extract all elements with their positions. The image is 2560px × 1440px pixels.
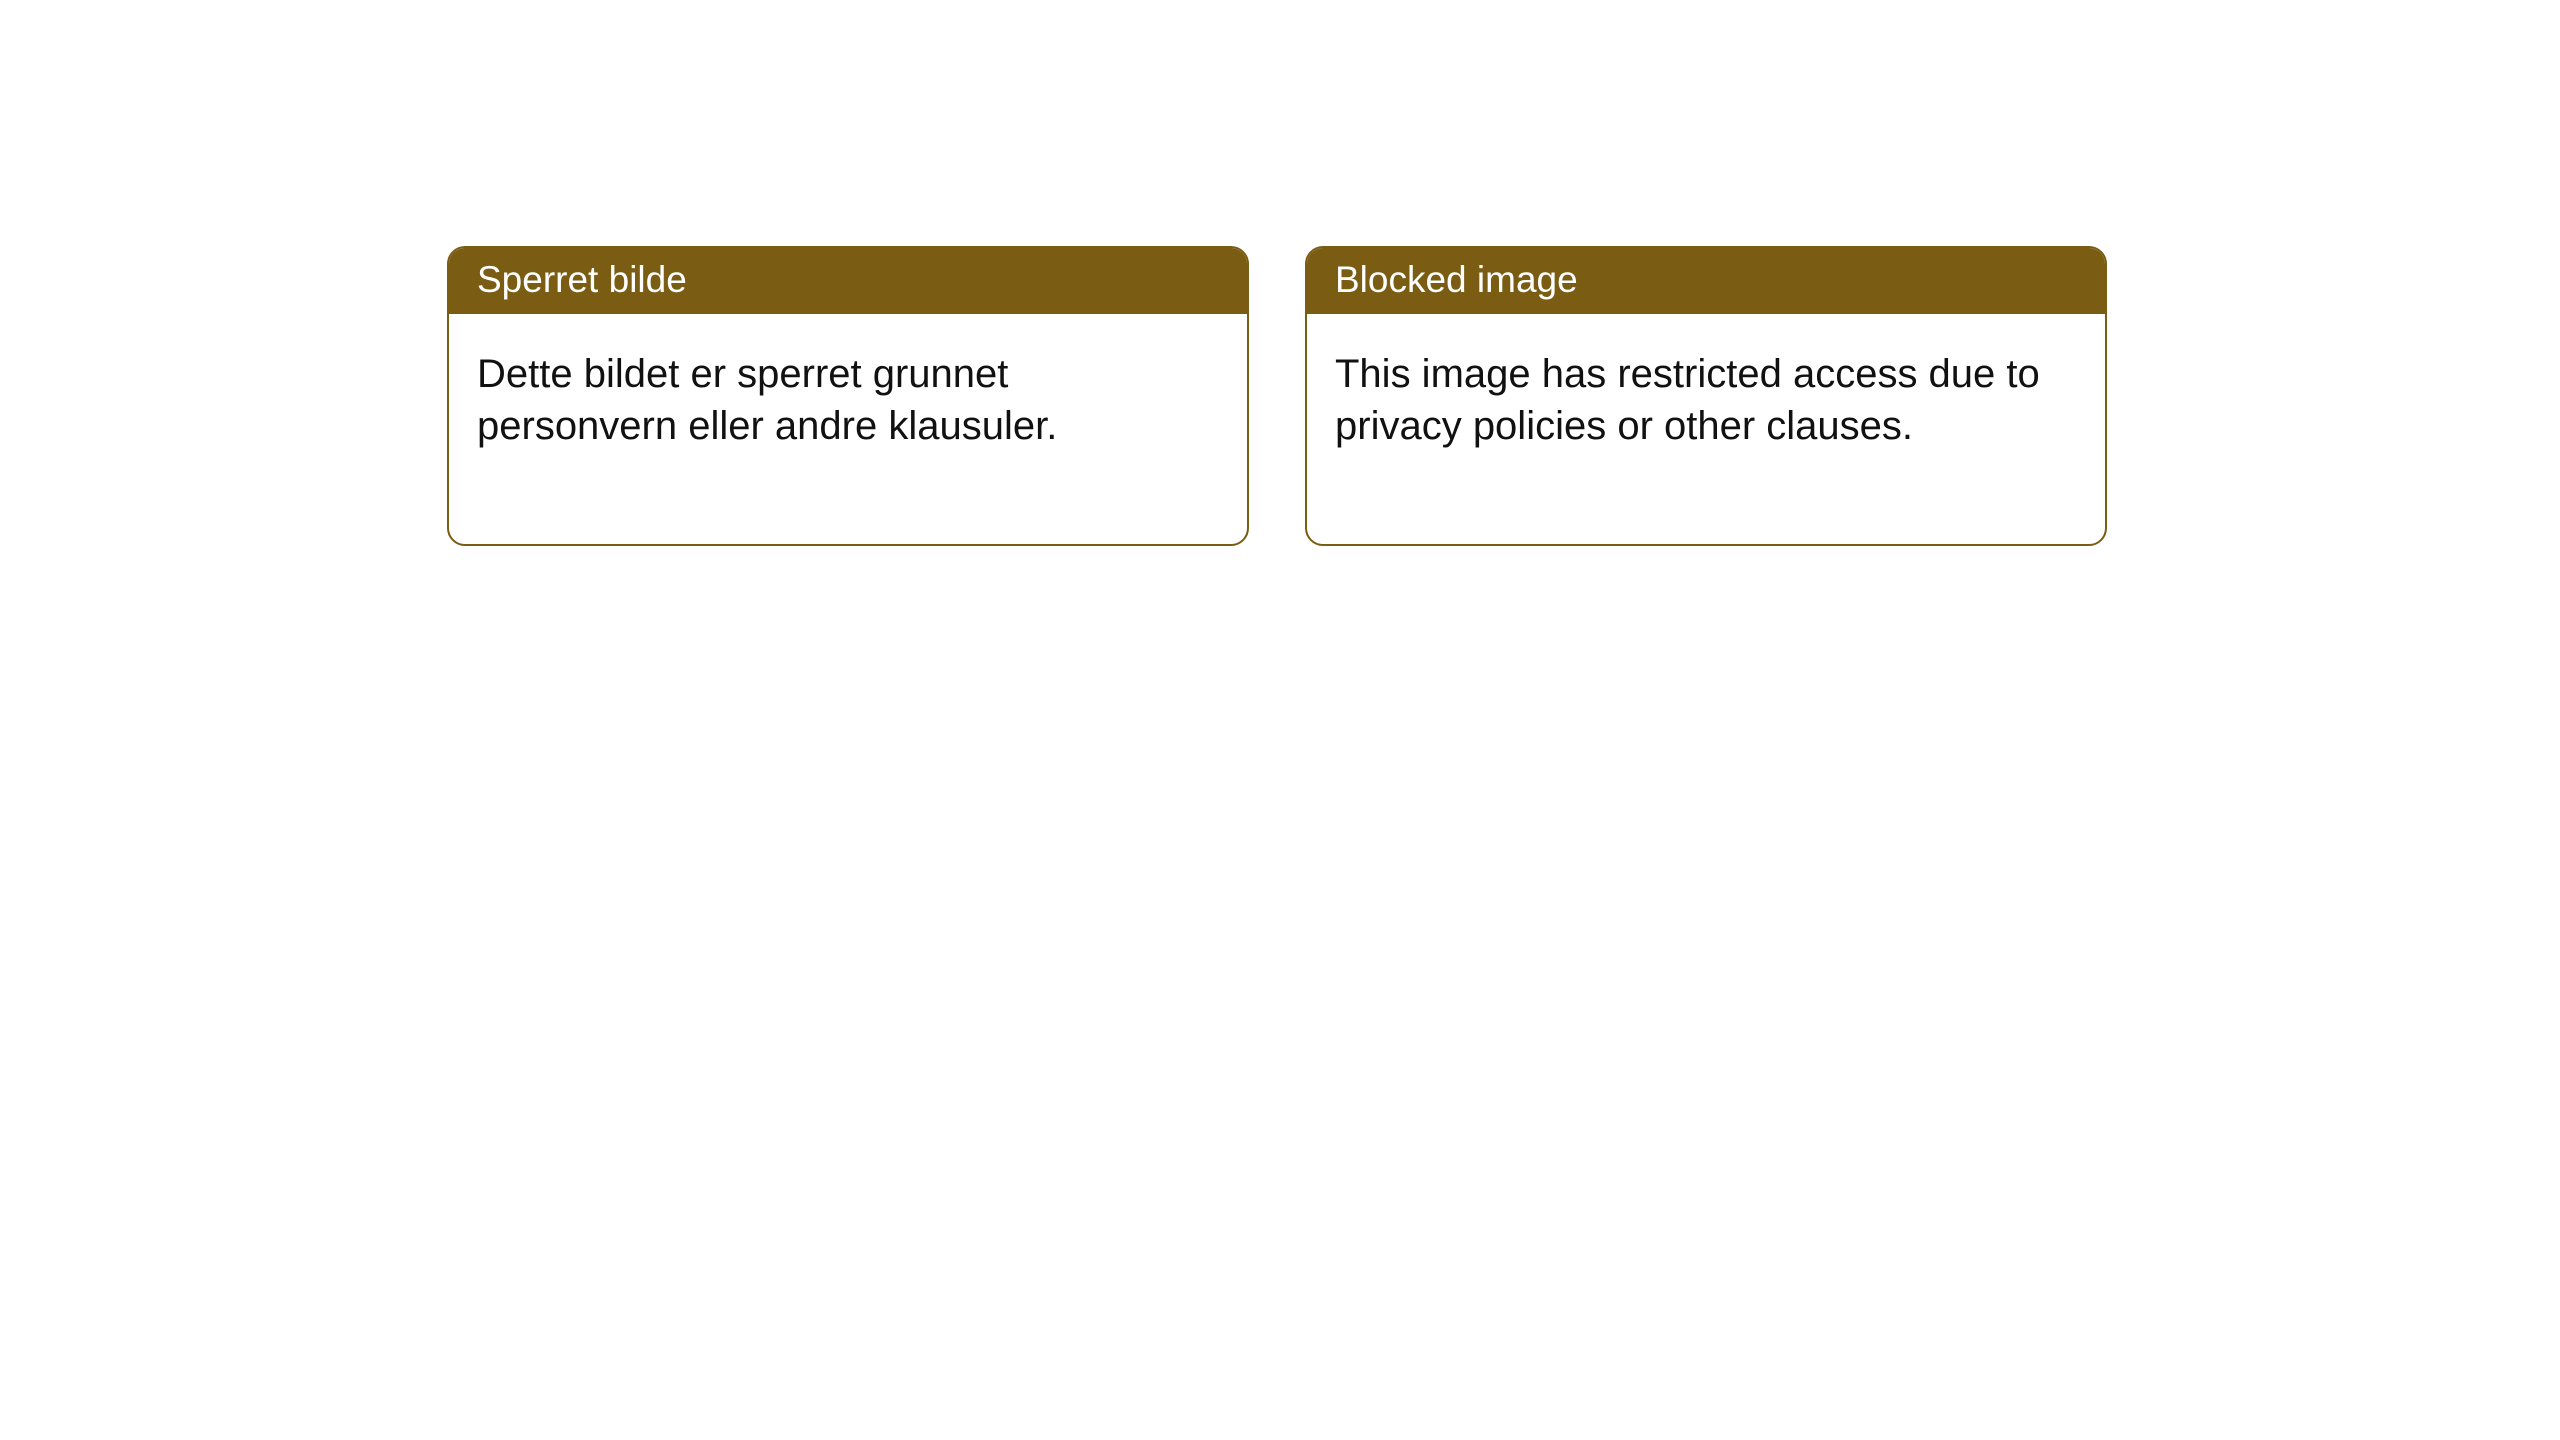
- notice-card-english: Blocked image This image has restricted …: [1305, 246, 2107, 546]
- card-body-text: This image has restricted access due to …: [1335, 352, 2040, 448]
- card-title: Sperret bilde: [477, 259, 687, 300]
- card-title: Blocked image: [1335, 259, 1578, 300]
- card-header: Blocked image: [1307, 248, 2105, 314]
- card-header: Sperret bilde: [449, 248, 1247, 314]
- card-body-text: Dette bildet er sperret grunnet personve…: [477, 352, 1057, 448]
- card-body: This image has restricted access due to …: [1307, 314, 2105, 544]
- notice-card-norwegian: Sperret bilde Dette bildet er sperret gr…: [447, 246, 1249, 546]
- card-body: Dette bildet er sperret grunnet personve…: [449, 314, 1247, 544]
- notice-container: Sperret bilde Dette bildet er sperret gr…: [0, 0, 2560, 546]
